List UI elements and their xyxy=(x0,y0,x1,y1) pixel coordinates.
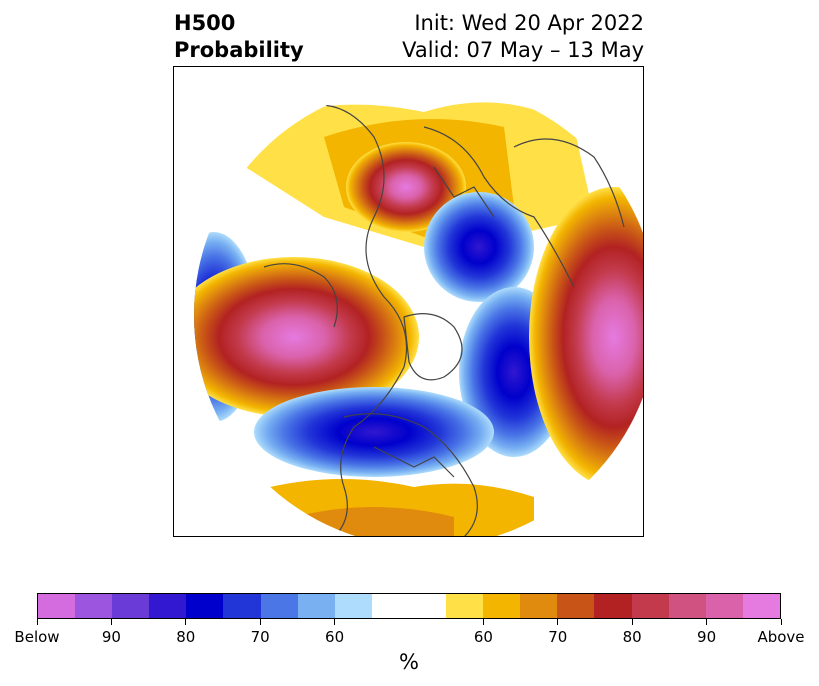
colorbar-tick-label: Below xyxy=(14,628,60,646)
valid-range: Valid: 07 May – 13 May xyxy=(402,38,644,62)
colorbar-below-segment xyxy=(149,594,187,618)
colorbar-tick-label: 90 xyxy=(101,628,121,646)
colorbar-tick-mark xyxy=(482,619,484,625)
colorbar-above-segment xyxy=(446,594,484,618)
colorbar-tick-mark xyxy=(780,619,782,625)
colorbar-above-segment xyxy=(557,594,595,618)
colorbar-above-segment xyxy=(520,594,558,618)
chart-dates: Init: Wed 20 Apr 2022 Valid: 07 May – 13… xyxy=(402,10,644,64)
colorbar-tick-label: 60 xyxy=(473,628,493,646)
coastlines xyxy=(263,104,625,536)
map-svg xyxy=(194,83,643,536)
probability-map xyxy=(173,66,644,537)
colorbar-tick-mark xyxy=(706,619,708,625)
colorbar-above-segment xyxy=(631,594,669,618)
anomaly-field xyxy=(194,83,643,536)
colorbar-below-segment xyxy=(186,594,224,618)
colorbar-tick-mark xyxy=(110,619,112,625)
chart-title: H500 Probability xyxy=(174,10,304,64)
colorbar-tick-label: 80 xyxy=(622,628,642,646)
colorbar-tick-label: 80 xyxy=(176,628,196,646)
colorbar-below-segment xyxy=(75,594,113,618)
init-date: Init: Wed 20 Apr 2022 xyxy=(414,11,644,35)
colorbar-above-segment xyxy=(705,594,743,618)
colorbar-neutral-segment xyxy=(371,594,447,618)
colorbar-tick-label: 60 xyxy=(325,628,345,646)
colorbar-below-segment xyxy=(334,594,372,618)
colorbar-below-segment xyxy=(297,594,335,618)
colorbar-below-segment xyxy=(38,594,76,618)
colorbar-tick-mark xyxy=(259,619,261,625)
colorbar-above-segment xyxy=(668,594,706,618)
colorbar-above-segment xyxy=(742,594,780,618)
variable-label: H500 xyxy=(174,11,236,35)
colorbar-above-segment xyxy=(594,594,632,618)
colorbar-below-segment xyxy=(112,594,150,618)
colorbar-tick-mark xyxy=(334,619,336,625)
colorbar-tick-label: 90 xyxy=(697,628,717,646)
colorbar-tick-label: 70 xyxy=(250,628,270,646)
colorbar-tick-mark xyxy=(36,619,38,625)
product-label: Probability xyxy=(174,38,304,62)
colorbar-below-segment xyxy=(260,594,298,618)
colorbar xyxy=(37,593,781,619)
colorbar-tick-mark xyxy=(631,619,633,625)
colorbar-above-segment xyxy=(483,594,521,618)
colorbar-unit: % xyxy=(399,650,419,674)
colorbar-below-segment xyxy=(223,594,261,618)
colorbar-tick-label: Above xyxy=(757,628,805,646)
colorbar-tick-mark xyxy=(557,619,559,625)
colorbar-tick-mark xyxy=(185,619,187,625)
colorbar-tick-label: 70 xyxy=(548,628,568,646)
